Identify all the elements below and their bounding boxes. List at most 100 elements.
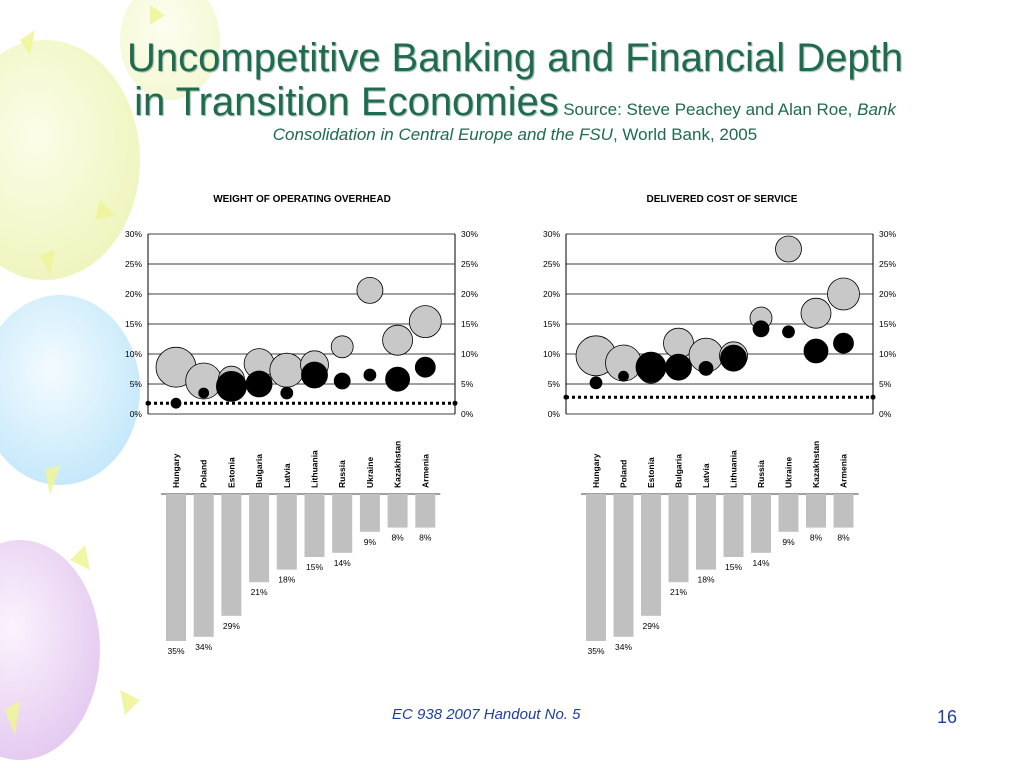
source-italic-2: Consolidation in Central Europe and the … [272,125,613,144]
blue-balloon [0,295,140,485]
bar-value-label: 18% [697,575,714,585]
bar-value-label: 34% [615,642,632,652]
bar-value-label: 29% [642,621,659,631]
source-line-2: Consolidation in Central Europe and the … [20,124,1010,146]
category-label: Hungary [171,453,181,488]
category-label: Bulgaria [254,454,264,488]
bar-value-label: 8% [837,533,850,543]
page-number: 16 [937,707,958,727]
y-tick-label-right: 30% [879,229,896,239]
category-label: Kazakhstan [811,441,821,488]
bar [806,494,826,528]
y-tick-label-left: 25% [125,259,142,269]
y-tick-label-left: 10% [543,349,560,359]
bar [249,494,270,583]
category-label: Hungary [591,453,601,488]
y-tick-label-right: 20% [461,289,478,299]
black-bubble [752,320,770,338]
charts-area: WEIGHT OF OPERATING OVERHEAD 0% 0% 5% 5% 10% 1… [125,194,896,656]
black-bubble [698,360,714,376]
bar [778,494,799,532]
bar [166,494,186,641]
category-label: Bulgaria [674,454,684,488]
gray-bubble [408,305,442,339]
black-bubble [720,344,747,372]
black-bubble [833,332,854,354]
y-tick-label-right: 10% [879,349,896,359]
gray-bubble [356,276,384,304]
black-bubble [333,372,351,390]
category-label: Poland [619,460,629,488]
y-tick-label-left: 5% [130,379,143,389]
bar-value-label: 18% [278,575,295,585]
confetti-shape [150,5,165,25]
category-label: Armenia [839,454,849,488]
bar [304,494,325,557]
gray-bubble [269,352,305,388]
bar-value-label: 21% [251,587,268,597]
source-prefix: Source: Steve Peachey and Alan Roe, [563,100,858,119]
y-tick-label-left: 0% [130,409,143,419]
y-tick-label-right: 5% [461,379,474,389]
bar-value-label: 34% [195,642,212,652]
confetti-shape [70,545,90,570]
bar-value-label: 29% [223,621,240,631]
category-label: Estonia [646,457,656,488]
chart-title: WEIGHT OF OPERATING OVERHEAD [213,194,391,205]
chart-title: DELIVERED COST OF SERVICE [647,194,798,205]
y-tick-label-right: 0% [461,409,474,419]
category-label: Poland [199,460,209,488]
y-tick-label-right: 25% [461,259,478,269]
reference-marker-left [563,394,569,400]
bar-value-label: 9% [782,537,795,547]
confetti-shape [95,200,115,220]
confetti-shape [40,250,55,275]
title-line-1: Uncompetitive Banking and Financial Dept… [127,36,903,80]
bar-value-label: 14% [752,558,769,568]
y-tick-label-left: 5% [548,379,561,389]
y-tick-label-left: 20% [543,289,560,299]
black-bubble [363,368,377,382]
bar [613,494,634,637]
confetti-shape [120,690,140,715]
bar [668,494,689,583]
category-label: Estonia [226,457,236,488]
slide-title: Uncompetitive Banking and Financial Dept… [20,36,1010,146]
reference-marker-left [145,400,151,406]
bar [696,494,716,570]
reference-marker-right [870,394,876,400]
black-bubble [618,370,629,382]
category-label: Latvia [282,463,292,488]
black-bubble [589,376,603,390]
y-tick-label-left: 10% [125,349,142,359]
bar [833,494,854,528]
y-tick-label-right: 15% [879,319,896,329]
bar [723,494,744,557]
black-bubble [665,353,692,381]
bar [193,494,214,637]
bar-value-label: 35% [167,646,184,656]
y-tick-label-left: 15% [543,319,560,329]
confetti-shape [45,465,60,495]
category-label: Russia [337,460,347,488]
confetti-shape [20,30,35,55]
y-tick-label-left: 0% [548,409,561,419]
y-tick-label-right: 25% [879,259,896,269]
purple-balloon [0,540,100,760]
bar [359,494,380,532]
category-label: Latvia [701,463,711,488]
y-tick-label-right: 5% [879,379,892,389]
footer-text: EC 938 2007 Handout No. 5 [392,706,581,723]
y-tick-label-left: 25% [543,259,560,269]
source-italic-1: Bank [857,100,896,119]
bar-value-label: 14% [334,558,351,568]
black-bubble [245,370,273,398]
yellow-balloon [120,0,220,100]
bar [332,494,353,553]
category-label: Armenia [420,454,430,488]
bar [387,494,408,528]
bar [415,494,436,528]
bar [586,494,606,641]
black-bubble [215,370,247,402]
